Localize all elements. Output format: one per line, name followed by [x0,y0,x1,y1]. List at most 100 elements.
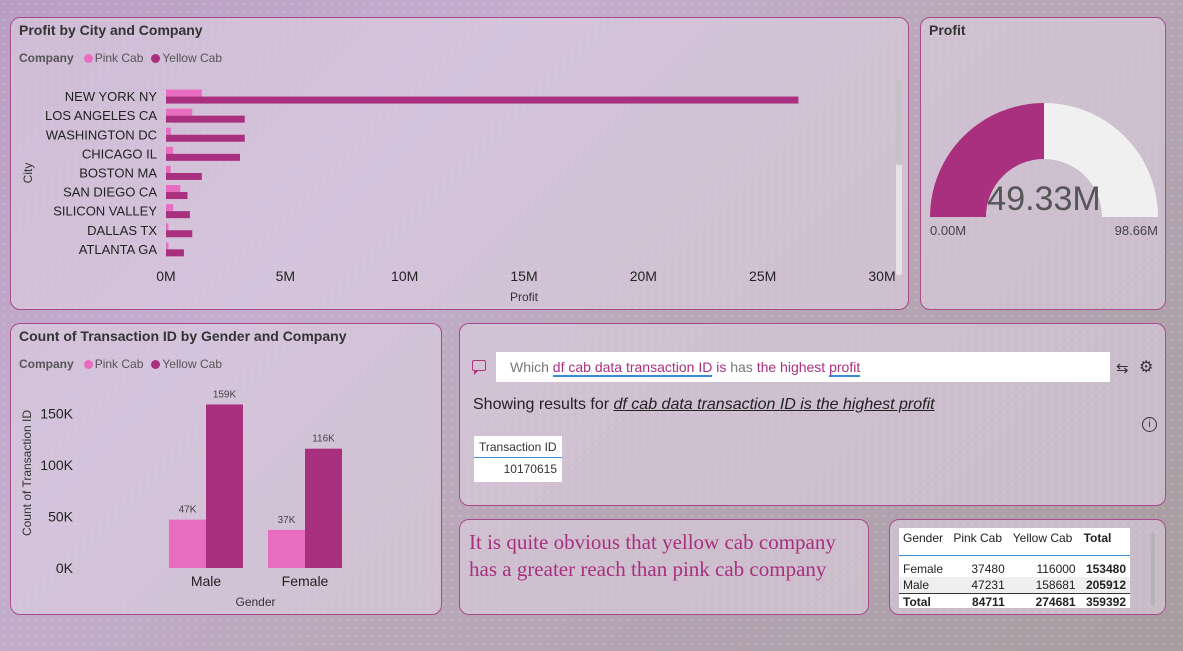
bar-pink-cab[interactable] [268,529,305,568]
legend-label-yellow: Yellow Cab [162,357,222,371]
qa-query-token: profit [829,359,861,377]
gauge-max-label: 98.66M [1115,223,1158,238]
note-text: It is quite obvious that yellow cab comp… [469,530,836,581]
qa-showing-line: Showing results for df cab data transact… [473,396,935,414]
bar-pink-cab[interactable] [169,519,206,568]
matrix-table-wrap: Gender Pink Cab Yellow Cab Total Female 37480… [899,528,1130,610]
bar-pink-cab[interactable] [166,146,174,154]
bar-yellow-cab[interactable] [166,211,190,219]
y-axis-title: City [21,163,35,184]
bar-yellow-cab[interactable] [166,172,202,180]
info-icon[interactable]: i [1142,417,1157,432]
matrix-cell: Female [903,562,944,576]
city-tick-label: SILICON VALLEY [53,204,157,219]
qa-query-text: Which df cab data transaction ID is has … [510,359,861,377]
matrix-panel[interactable]: Gender Pink Cab Yellow Cab Total Female 37480… [889,519,1166,615]
chat-icon-tail [474,371,478,375]
bar-yellow-cab[interactable] [305,448,342,568]
bar-pink-cab[interactable] [166,223,169,231]
qa-query-token: is [712,359,731,375]
bar-pink-cab[interactable] [166,165,171,173]
bar-pink-cab[interactable] [166,185,181,193]
qa-query-token: Which [510,359,553,375]
gender-chart-legend: Company Pink Cab Yellow Cab [19,357,226,371]
qa-panel[interactable]: Which df cab data transaction ID is has … [459,323,1166,506]
y-tick-label: 0K [56,560,74,576]
profit-gauge: 49.33M 0.00M 98.66M [930,103,1158,238]
gender-chart-title: Count of Transaction ID by Gender and Co… [19,328,347,344]
qa-result-header: Transaction ID [474,436,562,458]
qa-showing-query[interactable]: df cab data transaction ID is the highes… [613,396,935,413]
matrix-cell: 153480 [1085,562,1126,576]
bar-yellow-cab[interactable] [166,134,245,142]
x-tick-label: 30M [868,268,895,284]
bar-pink-cab[interactable] [166,127,171,135]
legend-label-pink: Pink Cab [94,51,144,65]
x-axis-title: Profit [510,290,539,304]
bar-data-label: 37K [278,515,296,526]
legend-item-pink[interactable]: Pink Cab [83,357,144,371]
y-axis-title: Count of Transaction ID [20,410,34,536]
legend-item-yellow[interactable]: Yellow Cab [151,51,222,65]
city-tick-label: NEW YORK NY [65,89,158,104]
bar-data-label: 159K [213,389,237,400]
matrix-scrollbar[interactable] [1151,532,1155,606]
legend-dot-yellow [151,359,161,369]
note-textbox[interactable]: It is quite obvious that yellow cab comp… [459,519,869,615]
gender-count-panel[interactable]: Count of Transaction ID by Gender and Co… [10,323,442,615]
bar-yellow-cab[interactable] [166,249,184,257]
legend-item-yellow[interactable]: Yellow Cab [151,357,222,371]
matrix-row: Female 37480 116000 153480 [899,556,1130,578]
gauge-fill[interactable] [930,103,1044,217]
city-tick-label: BOSTON MA [79,165,157,180]
city-tick-label: ATLANTA GA [79,242,158,257]
matrix-scrollbar-thumb[interactable] [1151,532,1155,606]
qa-query-token: the highest [752,359,830,375]
gender-company-matrix: Gender Pink Cab Yellow Cab Total Female 37480… [899,528,1130,610]
gauge-min-label: 0.00M [930,223,966,238]
qa-convert-icon[interactable]: ⇆ [1116,360,1129,377]
y-tick-label: 50K [48,509,74,525]
legend-label-yellow: Yellow Cab [162,51,222,65]
matrix-header-cell[interactable]: Pink Cab [949,528,1009,556]
bar-pink-cab[interactable] [166,242,169,250]
bar-yellow-cab[interactable] [166,115,245,123]
matrix-cell: 116000 [1036,562,1076,576]
matrix-header-cell[interactable]: Yellow Cab [1008,528,1080,556]
bar-pink-cab[interactable] [166,204,174,212]
city-tick-label: SAN DIEGO CA [63,185,157,200]
bar-yellow-cab[interactable] [166,230,193,238]
city-chart-title: Profit by City and Company [19,22,203,38]
legend-dot-yellow [151,53,161,63]
bar-data-label: 116K [312,434,335,445]
bar-yellow-cab[interactable] [166,192,188,200]
legend-item-pink[interactable]: Pink Cab [83,51,144,65]
matrix-cell: 274681 [1008,593,1080,610]
matrix-header-cell[interactable]: Total [1079,528,1130,556]
city-tick-label: CHICAGO IL [82,146,157,161]
legend-label-pink: Pink Cab [94,357,144,371]
qa-showing-prefix: Showing results for [473,396,614,413]
chart-scrollbar[interactable] [896,80,902,275]
gender-bar-chart: 0K 50K 100K 150K 47K 159K Male 37K 116K Female Gen… [20,389,342,609]
matrix-header-cell[interactable]: Gender [899,528,950,556]
bar-data-label: 47K [179,505,197,516]
chat-icon[interactable] [472,360,486,375]
qa-result-card[interactable]: Transaction ID 10170615 [474,436,562,482]
matrix-total-row: Total 84711 274681 359392 [899,593,1130,610]
bar-yellow-cab[interactable] [166,153,240,161]
x-axis-title: Gender [235,595,275,609]
x-tick-label: 25M [749,268,776,284]
city-profit-panel[interactable]: Profit by City and Company Company Pink … [10,17,909,310]
qa-input[interactable]: Which df cab data transaction ID is has … [496,352,1110,382]
gear-icon[interactable]: ⚙ [1139,359,1154,376]
bar-pink-cab[interactable] [166,89,202,97]
bar-yellow-cab[interactable] [166,96,799,104]
city-tick-label: LOS ANGELES CA [45,108,157,123]
profit-gauge-panel[interactable]: Profit 49.33M 0.00M 98.66M [920,17,1166,310]
matrix-row: Male 47231 158681 205912 [899,577,1130,594]
bar-yellow-cab[interactable] [206,404,243,568]
bar-pink-cab[interactable] [166,108,193,116]
x-tick-label: Male [191,573,222,589]
scrollbar-thumb[interactable] [896,80,902,165]
